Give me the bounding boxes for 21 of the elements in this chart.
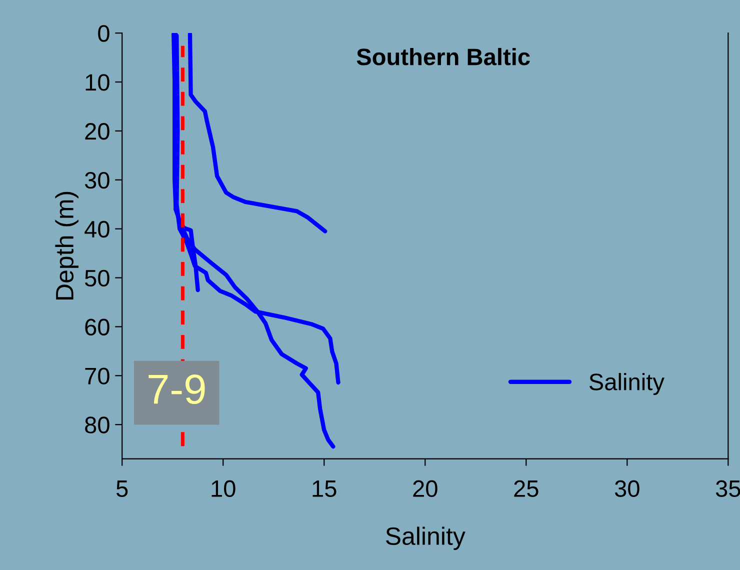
y-tick-label: 60 <box>85 318 110 336</box>
x-tick-label: 5 <box>116 480 128 498</box>
y-tick-label: 70 <box>85 368 110 384</box>
y-tick-label: 0 <box>98 25 110 42</box>
y-tick-label: 20 <box>85 123 110 140</box>
chart-title: Southern Baltic <box>356 48 530 66</box>
legend-label: Salinity <box>589 373 664 396</box>
x-tick-label: 35 <box>716 480 740 498</box>
x-tick-label: 15 <box>312 480 336 498</box>
x-tick-label: 25 <box>514 480 538 498</box>
y-tick-label: 30 <box>84 172 110 189</box>
x-tick-label: 30 <box>614 480 640 498</box>
x-tick-label: 20 <box>413 480 438 498</box>
x-tick-label: 10 <box>212 480 236 498</box>
y-tick-label: 40 <box>84 220 110 238</box>
x-axis-title: Salinity <box>386 526 466 550</box>
y-tick-label: 10 <box>86 74 110 91</box>
y-tick-label: 50 <box>84 270 110 287</box>
annotation: 7-9 <box>148 374 205 404</box>
y-axis-title: Depth (m) <box>55 192 78 300</box>
y-tick-label: 80 <box>85 416 110 434</box>
